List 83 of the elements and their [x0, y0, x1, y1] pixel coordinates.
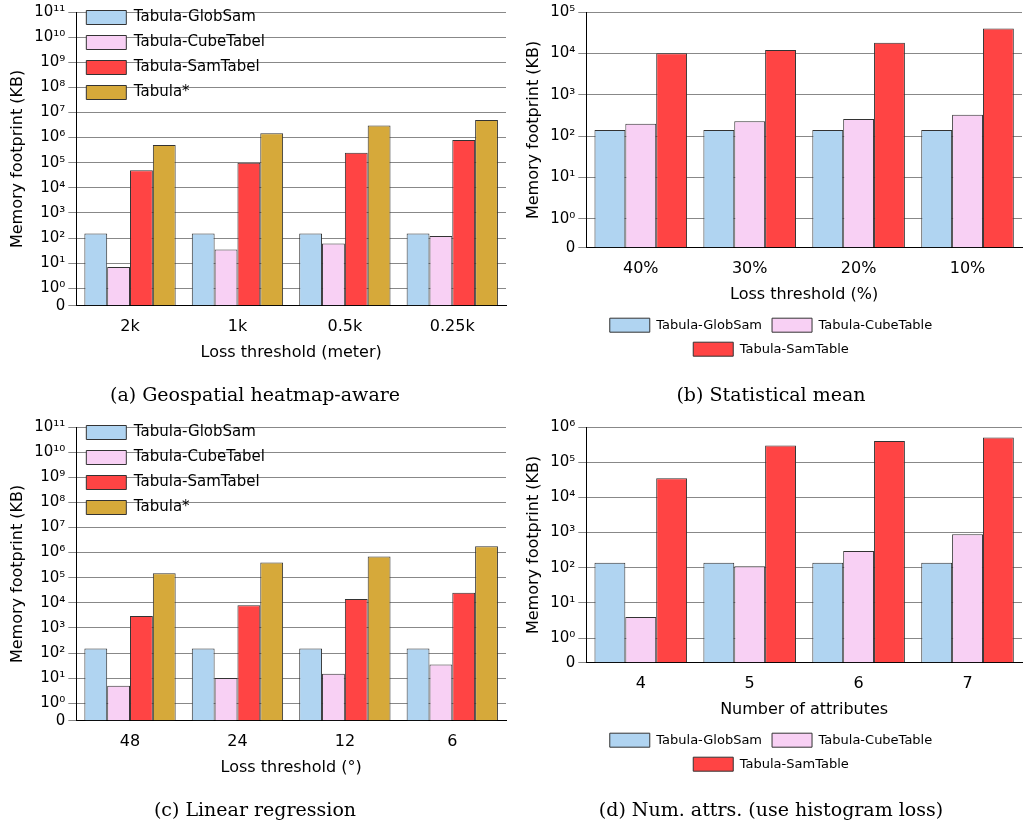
legend-label: Tabula-SamTabel	[132, 57, 260, 76]
x-tick-label: 30%	[731, 257, 768, 277]
legend-label: Tabula-SamTable	[738, 340, 849, 356]
x-axis-title: Loss threshold (%)	[729, 283, 879, 303]
y-tick-label: 10¹	[40, 668, 66, 686]
legend-label: Tabula-GlobSam	[132, 7, 256, 26]
y-tick-label: 10⁵	[40, 567, 66, 586]
y-axis-title: Memory footprint (KB)	[522, 40, 542, 220]
legend-label: Tabula-CubeTabel	[132, 32, 266, 51]
legend-label: Tabula-SamTable	[738, 755, 849, 771]
legend-label: Tabula-GlobSam	[655, 731, 763, 747]
y-axis-title: Memory footprint (KB)	[522, 455, 542, 635]
y-tick-label: 10⁸	[40, 492, 66, 511]
y-tick-label: 0	[55, 710, 66, 729]
y-tick-label: 10¹¹	[34, 416, 66, 435]
y-tick-label: 10²	[550, 126, 576, 144]
y-tick-label: 10⁷	[40, 102, 66, 121]
x-tick-label: 5	[744, 672, 755, 692]
legend-label: Tabula-CubeTable	[817, 316, 933, 332]
y-tick-label: 10⁴	[550, 43, 576, 62]
legend-label: Tabula-GlobSam	[132, 422, 256, 441]
legend-label: Tabula-CubeTable	[817, 731, 933, 747]
y-tick-label: 10⁶	[40, 127, 66, 146]
y-tick-label: 10⁰	[40, 693, 66, 712]
text: (a) Geospatial heatmap-aware	[109, 382, 401, 405]
x-tick-label: 40%	[622, 257, 659, 277]
x-axis-title: Loss threshold (°)	[220, 756, 362, 776]
text: (c) Linear regression	[153, 797, 357, 820]
x-tick-label: 0.5k	[327, 315, 363, 335]
y-tick-label: 0	[55, 295, 66, 314]
text: (b) Statistical mean	[676, 382, 866, 405]
x-tick-label: 7	[962, 672, 973, 692]
x-tick-label: 1k	[227, 315, 248, 335]
y-tick-label: 10³	[550, 522, 576, 541]
text: (d) Num. attrs. (use histogram loss)	[598, 797, 944, 820]
y-tick-label: 10¹	[550, 592, 576, 611]
y-tick-label: 10³	[40, 617, 66, 636]
y-tick-label: 10⁷	[40, 517, 66, 536]
legend-label: Tabula-GlobSam	[655, 316, 763, 332]
y-tick-label: 10⁴	[40, 592, 66, 611]
y-tick-label: 10²	[40, 642, 66, 661]
y-tick-label: 10⁰	[550, 208, 576, 227]
y-tick-label: 0	[565, 652, 576, 671]
y-tick-label: 10⁶	[550, 416, 576, 435]
y-tick-label: 10²	[40, 227, 66, 246]
y-tick-label: 10³	[40, 202, 66, 221]
x-axis-title: Number of attributes	[720, 698, 889, 718]
x-tick-label: 12	[334, 730, 356, 750]
x-tick-label: 6	[447, 730, 458, 750]
y-axis-title: Memory footprint (KB)	[6, 69, 26, 249]
y-tick-label: 10²	[550, 557, 576, 576]
y-tick-label: 10⁵	[40, 152, 66, 171]
y-tick-label: 10⁹	[40, 52, 66, 71]
x-axis-title: Loss threshold (meter)	[200, 341, 382, 361]
x-tick-label: 0.25k	[429, 315, 476, 335]
legend-label: Tabula*	[132, 82, 191, 101]
legend-label: Tabula*	[132, 497, 191, 516]
x-tick-label: 4	[635, 672, 646, 692]
y-tick-label: 10⁰	[40, 278, 66, 297]
legend-label: Tabula-CubeTabel	[132, 447, 266, 466]
y-tick-label: 10¹	[40, 253, 66, 271]
x-tick-label: 20%	[840, 257, 877, 277]
y-tick-label: 10⁵	[550, 1, 576, 20]
y-tick-label: 10⁴	[550, 487, 576, 506]
x-tick-label: 6	[853, 672, 864, 692]
x-tick-label: 2k	[120, 315, 141, 335]
y-tick-label: 0	[565, 237, 576, 256]
y-tick-label: 10⁹	[40, 467, 66, 486]
y-tick-label: 10¹¹	[34, 1, 66, 20]
y-tick-label: 10³	[550, 84, 576, 103]
x-tick-label: 24	[227, 730, 248, 750]
y-tick-label: 10⁵	[550, 452, 576, 471]
legend-label: Tabula-SamTabel	[132, 472, 260, 491]
y-tick-label: 10⁴	[40, 177, 66, 196]
x-tick-label: 10%	[949, 257, 986, 277]
y-axis-title: Memory footprint (KB)	[6, 484, 26, 664]
x-tick-label: 48	[119, 730, 141, 750]
y-tick-label: 10¹	[550, 167, 576, 186]
y-tick-label: 10⁰	[550, 628, 576, 647]
y-tick-label: 10¹⁰	[34, 27, 66, 45]
y-tick-label: 10⁶	[40, 542, 66, 561]
y-tick-label: 10⁸	[40, 77, 66, 96]
y-tick-label: 10¹⁰	[34, 442, 66, 460]
